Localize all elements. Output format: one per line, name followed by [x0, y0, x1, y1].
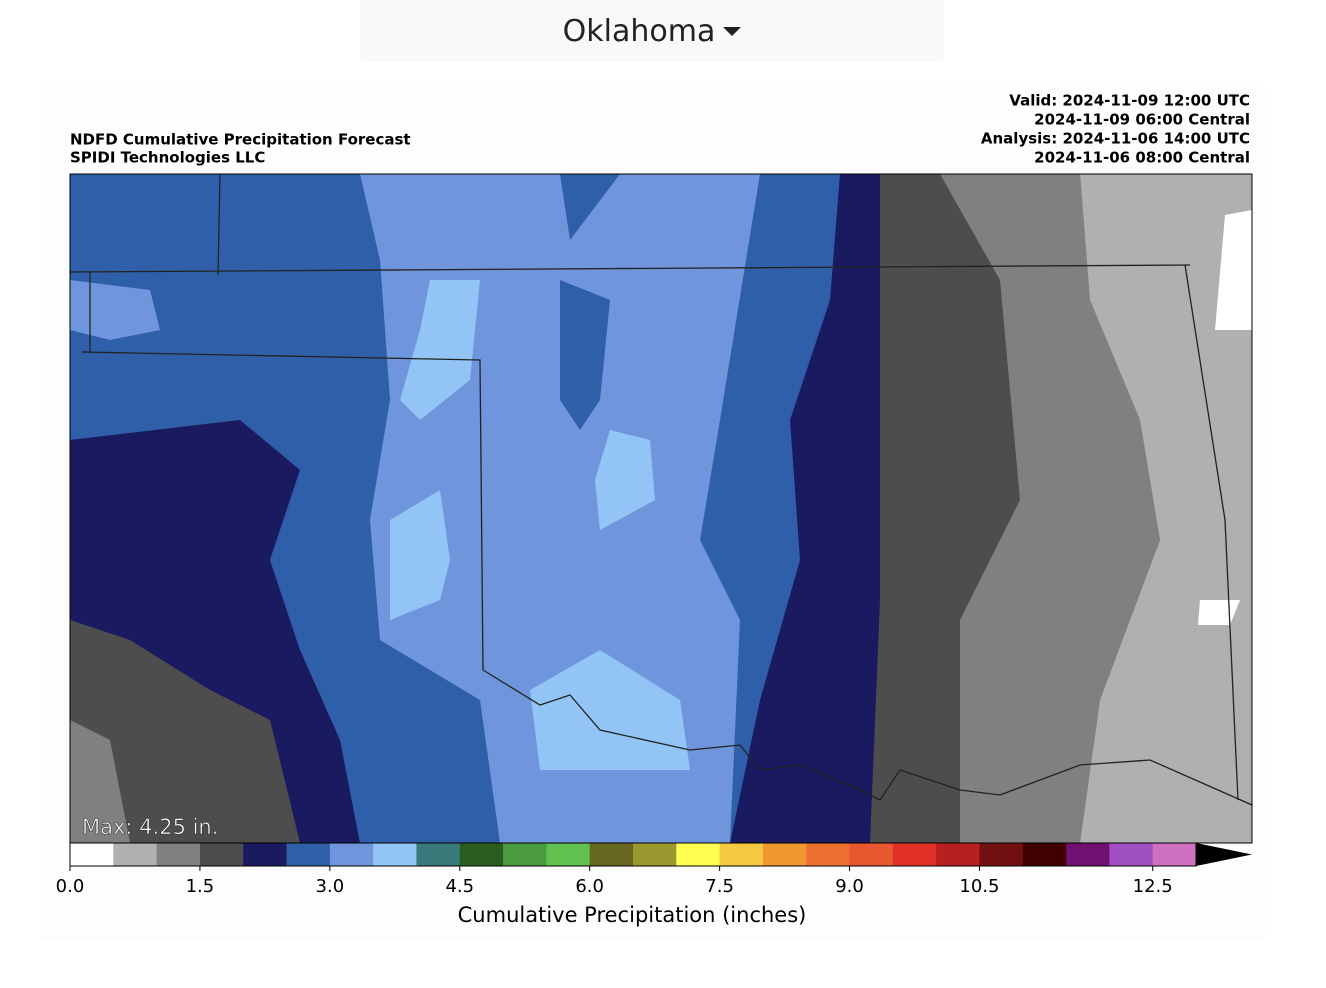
colorbar-frame	[69, 842, 1197, 867]
precip-area	[390, 490, 450, 620]
colorbar-swatch	[1152, 843, 1197, 866]
colorbar-swatch	[633, 843, 677, 866]
title: NDFD Cumulative Precipitation Forecast	[70, 131, 411, 149]
precip-area	[560, 280, 610, 430]
colorbar-tick-label: 3.0	[316, 876, 345, 897]
colorbar-swatch	[676, 843, 721, 866]
colorbar-tick-label: 4.5	[445, 876, 474, 897]
colorbar-swatch	[719, 843, 764, 866]
precip-area	[1080, 174, 1252, 843]
precip-area	[1215, 210, 1252, 330]
precip-area	[530, 650, 690, 770]
colorbar-tick-label: 0.0	[56, 876, 85, 897]
map: Max: 4.25 in.	[69, 173, 1253, 844]
precip-area	[70, 720, 130, 843]
borders	[70, 174, 1252, 806]
colorbar-swatch	[546, 843, 591, 866]
colorbar-swatch	[243, 843, 288, 866]
state-dropdown[interactable]: Oklahoma	[360, 0, 944, 62]
colorbar-swatch	[936, 843, 980, 866]
colorbar-swatch	[459, 843, 504, 866]
colorbar-swatch	[70, 843, 114, 866]
precip-area	[595, 430, 655, 530]
precip-area	[70, 620, 300, 843]
colorbar-swatch	[199, 843, 244, 866]
colorbar-swatch	[806, 843, 851, 866]
colorbar-swatch	[892, 843, 937, 866]
colorbar-swatch	[1066, 843, 1110, 866]
colorbar-swatch	[762, 843, 807, 866]
colorbar-tick-label: 1.5	[186, 876, 215, 897]
subtitle: SPIDI Technologies LLC	[70, 149, 265, 167]
colorbar-swatch	[416, 843, 461, 866]
valid-time: 2024-11-09 06:00 Central	[1034, 111, 1250, 129]
colorbar-swatch	[849, 843, 894, 866]
colorbar-tick-label: 9.0	[835, 876, 864, 897]
colorbar-swatch	[286, 843, 331, 866]
precip-area	[730, 174, 880, 843]
precip-area	[870, 174, 1020, 843]
colorbar-swatch	[589, 843, 634, 866]
precip-area	[400, 280, 480, 420]
colorbar-swatch	[113, 843, 158, 866]
analysis-time: Analysis: 2024-11-06 14:00 UTC	[981, 130, 1250, 148]
colorbar-label: Cumulative Precipitation (inches)	[458, 903, 807, 927]
colorbar-swatch	[503, 843, 547, 866]
colorbar-swatch	[979, 843, 1024, 866]
precip-area	[70, 280, 160, 340]
precip-area	[940, 174, 1160, 843]
colorbar: 0.0 1.5 3.0 4.5 6.0 7.5 9.0 10.5 12.5	[56, 842, 1252, 897]
colorbar-swatch	[373, 843, 417, 866]
colorbar-swatch	[329, 843, 374, 866]
colorbar-tick-label: 12.5	[1133, 876, 1173, 897]
max-label: Max: 4.25 in.	[82, 815, 218, 839]
colorbar-extend	[1196, 843, 1252, 866]
colorbar-tick-label: 10.5	[959, 876, 999, 897]
colorbar-swatch	[156, 843, 201, 866]
colorbar-swatch	[1109, 843, 1154, 866]
valid-time: Valid: 2024-11-09 12:00 UTC	[1009, 92, 1250, 110]
colorbar-tick-label: 6.0	[575, 876, 604, 897]
dropdown-label[interactable]: Oklahoma	[562, 13, 716, 49]
caret[interactable]	[723, 26, 742, 36]
analysis-time: 2024-11-06 08:00 Central	[1034, 149, 1250, 167]
colorbar-tick-label: 7.5	[705, 876, 734, 897]
colorbar-swatch	[1022, 843, 1067, 866]
